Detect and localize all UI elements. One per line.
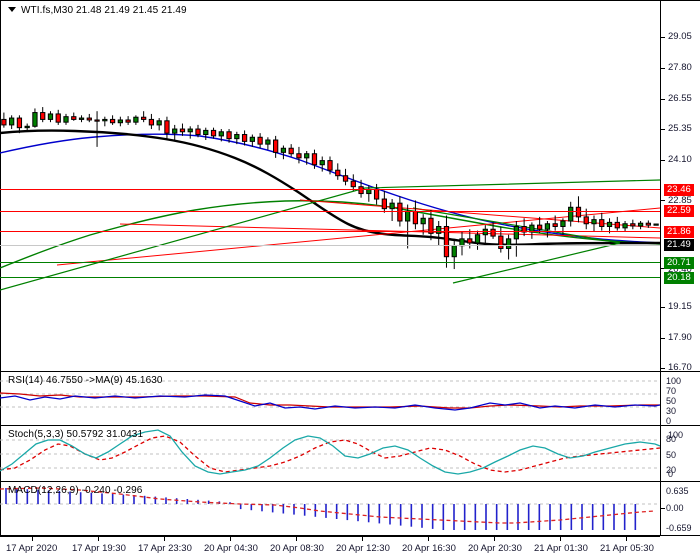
time-tick-mark [164, 537, 165, 541]
macd-panel[interactable] [0, 482, 700, 536]
time-tick-mark [296, 537, 297, 541]
price-scale-axis [660, 0, 661, 372]
price-label-support-1[interactable]: 20.71 [664, 257, 694, 269]
price-tick-mark [661, 200, 665, 201]
macd-scale-label: 0.635 [666, 486, 689, 496]
rsi-ma-line [0, 392, 660, 409]
macd-scale-axis [660, 482, 661, 536]
symbol-header[interactable]: WTI.fs,M30 21.48 21.49 21.45 21.49 [8, 5, 187, 16]
rsi-legend: RSI(14) 46.7550 ->MA(9) 45.1630 [8, 375, 163, 386]
time-tick-mark [362, 537, 363, 541]
price-tick-mark [661, 37, 665, 38]
rsi-scale-axis [660, 372, 661, 426]
price-tick-label: 20.40 [668, 264, 692, 275]
price-tick-label: 25.35 [668, 123, 692, 134]
time-axis-label: 21 Apr 01:30 [534, 543, 588, 554]
time-axis-label: 21 Apr 05:30 [600, 543, 654, 554]
time-axis-label: 17 Apr 19:30 [72, 543, 126, 554]
stoch-k-line [0, 429, 660, 475]
macd-scale-label: 0.00 [666, 503, 684, 513]
price-panel[interactable] [0, 0, 700, 372]
price-label-resistance-3[interactable]: 21.86 [664, 226, 694, 238]
stoch-scale-label: 50 [666, 450, 677, 460]
price-tick-label: 29.05 [668, 31, 692, 42]
time-tick-mark [98, 537, 99, 541]
time-axis-label: 20 Apr 12:30 [336, 543, 390, 554]
macd-legend: MACD(12,26,9) -0.240 -0.296 [8, 485, 143, 496]
level-line-23-46 [0, 189, 660, 190]
stoch-scale-label: 100 [668, 430, 684, 440]
stoch-scale-axis [660, 426, 661, 482]
time-axis-label: 17 Apr 23:30 [138, 543, 192, 554]
price-tick-mark [661, 268, 665, 269]
macd-chart-canvas[interactable] [0, 482, 660, 536]
level-line-20-71 [0, 262, 660, 263]
stoch-scale-label: 20 [666, 465, 677, 475]
price-tick-mark [661, 307, 665, 308]
price-tick-label: 19.15 [668, 301, 692, 312]
time-axis-label: 20 Apr 08:30 [270, 543, 324, 554]
rsi-scale-label: 70 [666, 386, 677, 396]
level-line-current-price [0, 245, 660, 246]
level-line-22-59 [0, 211, 660, 212]
time-tick-mark [428, 537, 429, 541]
stoch-d-line [0, 435, 660, 473]
price-label-resistance-2[interactable]: 22.59 [664, 205, 694, 217]
time-axis [0, 536, 660, 537]
price-tick-label: 22.85 [668, 195, 692, 206]
price-chart-canvas[interactable] [0, 0, 660, 372]
time-tick-mark [230, 537, 231, 541]
stoch-chart-canvas[interactable] [0, 426, 660, 482]
macd-tick-mark [661, 508, 665, 509]
trendline-triangle-lower-green [452, 242, 621, 284]
price-tick-label: 26.55 [668, 93, 692, 104]
macd-scale-label: -0.659 [666, 523, 692, 533]
time-axis-label: 20 Apr 04:30 [204, 543, 258, 554]
trendline-upper-red [56, 207, 660, 266]
time-tick-mark [32, 537, 33, 541]
price-tick-mark [661, 160, 665, 161]
rsi-line [0, 394, 660, 411]
price-label-resistance-1[interactable]: 23.46 [664, 184, 694, 196]
time-axis-label: 20 Apr 20:30 [468, 543, 522, 554]
chevron-down-icon[interactable] [8, 6, 16, 12]
ma-black-line [0, 129, 660, 246]
price-tick-mark [661, 338, 665, 339]
level-line-21-86 [0, 231, 660, 232]
price-tick-mark [661, 99, 665, 100]
rsi-scale-label: 0 [666, 416, 672, 426]
price-label-support-2[interactable]: 20.18 [664, 272, 694, 284]
rsi-scale-label: 30 [666, 406, 677, 416]
price-tick-label: 24.10 [668, 154, 692, 165]
rsi-scale-label: 50 [666, 396, 677, 406]
stoch-scale-label: 80 [666, 434, 677, 444]
price-tick-label: 17.90 [668, 332, 692, 343]
time-tick-mark [626, 537, 627, 541]
time-tick-mark [494, 537, 495, 541]
rsi-chart-canvas[interactable] [0, 372, 660, 426]
price-tick-mark [661, 368, 665, 369]
time-axis-label: 17 Apr 2020 [6, 543, 58, 554]
trendline-ascending-green [0, 179, 660, 291]
price-tick-label: 27.80 [668, 62, 692, 73]
rsi-scale-label: 100 [666, 376, 682, 386]
stoch-legend: Stoch(5,3,3) 50.5792 31.0431 [8, 429, 144, 440]
stoch-scale-label: 0 [668, 469, 674, 479]
symbol-header-label: WTI.fs,M30 21.48 21.49 21.45 21.49 [21, 5, 187, 16]
price-tick-mark [661, 129, 665, 130]
price-label-current[interactable]: 21.49 [664, 239, 694, 251]
time-tick-mark [560, 537, 561, 541]
time-axis-label: 20 Apr 16:30 [402, 543, 456, 554]
price-tick-mark [661, 68, 665, 69]
price-tick-label: 16.70 [668, 362, 692, 373]
level-line-20-18 [0, 277, 660, 278]
